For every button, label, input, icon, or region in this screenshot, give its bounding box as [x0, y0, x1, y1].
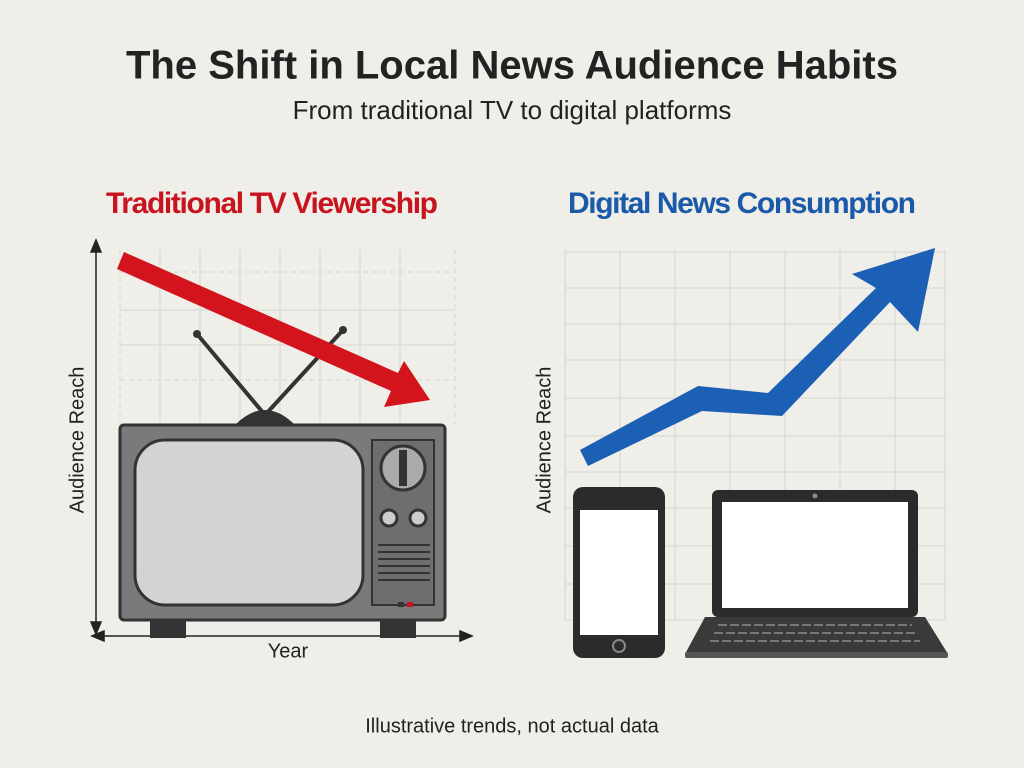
- x-axis-label: Year: [268, 640, 309, 662]
- title: The Shift in Local News Audience Habits: [126, 44, 898, 88]
- phone-icon: [573, 487, 665, 658]
- tv-icon: [118, 326, 447, 638]
- panel-title: Digital News Consumption: [568, 187, 916, 220]
- subtitle: From traditional TV to digital platforms: [293, 95, 732, 125]
- y-axis-label: Audience Reach: [533, 367, 555, 514]
- panel-title: Traditional TV Viewership: [106, 187, 438, 220]
- trend-arrow-up: [580, 248, 935, 466]
- laptop-icon: [685, 490, 948, 658]
- y-axis-label: Audience Reach: [66, 367, 88, 514]
- trend-arrow-down: [117, 252, 430, 407]
- footnote: Illustrative trends, not actual data: [365, 715, 659, 737]
